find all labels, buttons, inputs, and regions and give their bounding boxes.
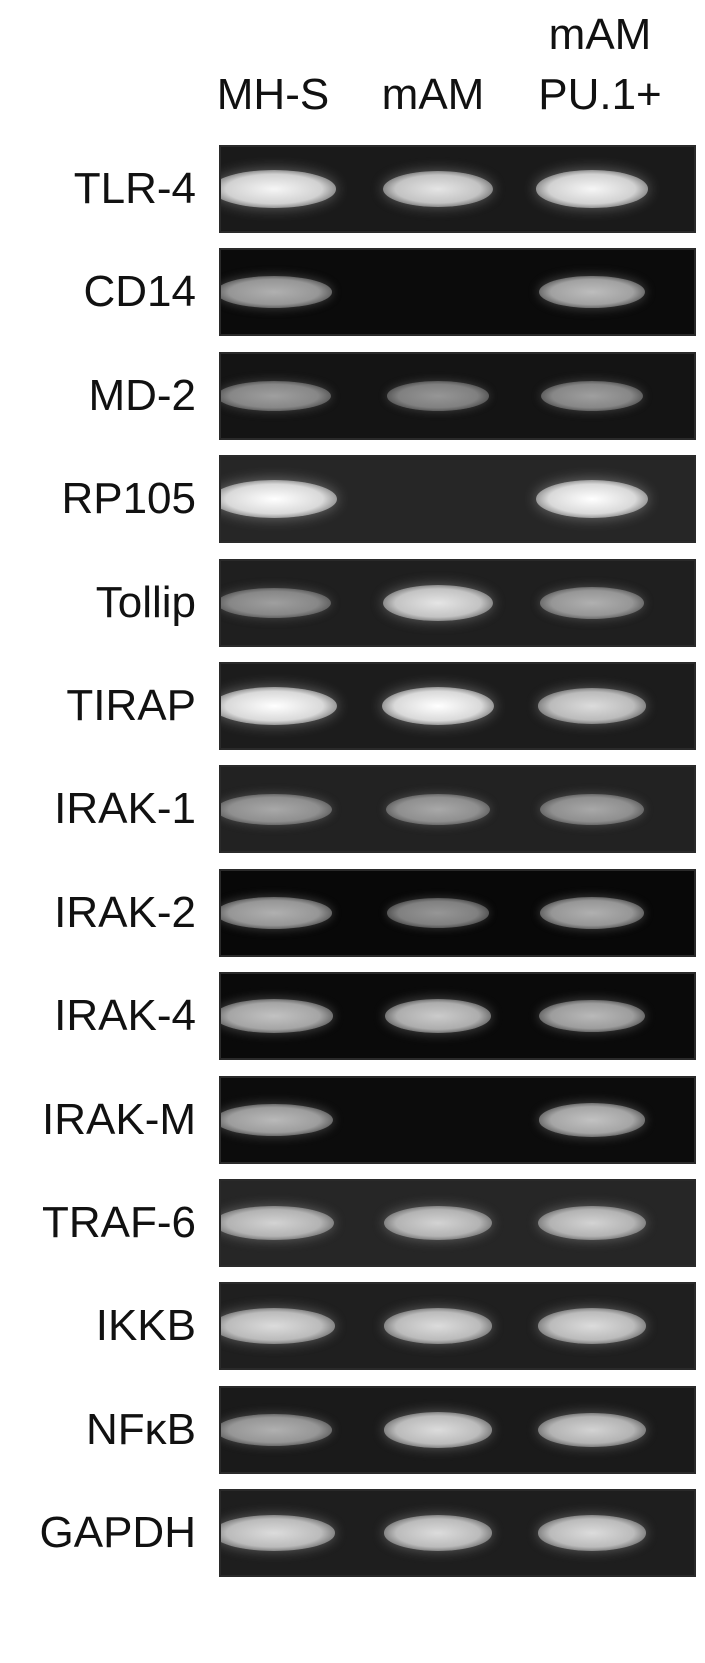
gene-label: Tollip [95, 578, 196, 627]
gel-band [539, 275, 645, 309]
column-header-mam: mAM [381, 70, 485, 119]
gel-band [221, 999, 334, 1033]
gel-band [221, 1308, 335, 1344]
gel-band [538, 1412, 646, 1448]
gel-band [384, 1205, 492, 1241]
gel-panel [219, 1489, 696, 1577]
gel-panel [219, 352, 696, 440]
column-header-mam-pu1-bottom: PU.1+ [538, 70, 662, 119]
gel-band [539, 587, 645, 619]
gel-band [387, 381, 489, 411]
gel-band [536, 480, 648, 518]
gene-label: GAPDH [39, 1508, 196, 1557]
gel-band [536, 170, 648, 208]
gel-band [540, 380, 644, 412]
gene-label: NFκB [86, 1405, 196, 1454]
gel-band [383, 585, 493, 621]
gel-band [384, 999, 492, 1033]
gel-band [540, 793, 644, 825]
gene-label: TLR-4 [73, 164, 196, 213]
gel-panel [219, 559, 696, 647]
gel-panel [219, 972, 696, 1060]
gel-panel [219, 765, 696, 853]
gel-band [537, 1308, 647, 1344]
gel-band [221, 687, 337, 725]
gel-band [221, 1103, 333, 1137]
gel-band [221, 170, 337, 208]
gel-band [221, 380, 332, 412]
gel-panel [219, 1076, 696, 1164]
gel-panel [219, 869, 696, 957]
gel-band [539, 897, 645, 929]
gel-band [221, 276, 333, 308]
gel-band [221, 1205, 335, 1241]
gene-label: CD14 [83, 267, 197, 316]
gel-band [221, 897, 333, 929]
gel-panel [219, 248, 696, 336]
gel-band [538, 1205, 646, 1241]
gel-band [383, 1412, 493, 1448]
gel-band [538, 1103, 646, 1137]
gel-panel [219, 1179, 696, 1267]
gene-label: IRAK-M [42, 1095, 196, 1144]
gene-label: TRAF-6 [42, 1198, 196, 1247]
gene-label: MD-2 [88, 371, 196, 420]
gene-label: IRAK-2 [54, 888, 196, 937]
gel-band [221, 1515, 335, 1551]
gel-band [383, 1515, 493, 1551]
gel-panel [219, 1386, 696, 1474]
gel-band [221, 1414, 333, 1446]
gel-panel [219, 662, 696, 750]
gel-band [386, 793, 490, 825]
gel-band [383, 1308, 493, 1344]
gel-band [537, 688, 647, 724]
column-header-mam-pu1-top: mAM [548, 10, 652, 59]
gel-band [387, 898, 489, 928]
gene-label: IKKB [95, 1301, 196, 1350]
gel-band [221, 793, 332, 825]
gel-band [539, 999, 645, 1033]
gene-label: RP105 [61, 474, 196, 523]
column-header-mh-s: MH-S [216, 70, 330, 119]
gel-band [382, 687, 494, 725]
gene-label: IRAK-1 [54, 784, 196, 833]
gene-label: TIRAP [66, 681, 196, 730]
gel-panel [219, 145, 696, 233]
gel-band [383, 171, 493, 207]
gel-panel [219, 455, 696, 543]
gel-band [221, 587, 332, 619]
gel-band [221, 480, 337, 518]
gel-band [537, 1515, 647, 1551]
gel-panel [219, 1282, 696, 1370]
gene-label: IRAK-4 [54, 991, 196, 1040]
